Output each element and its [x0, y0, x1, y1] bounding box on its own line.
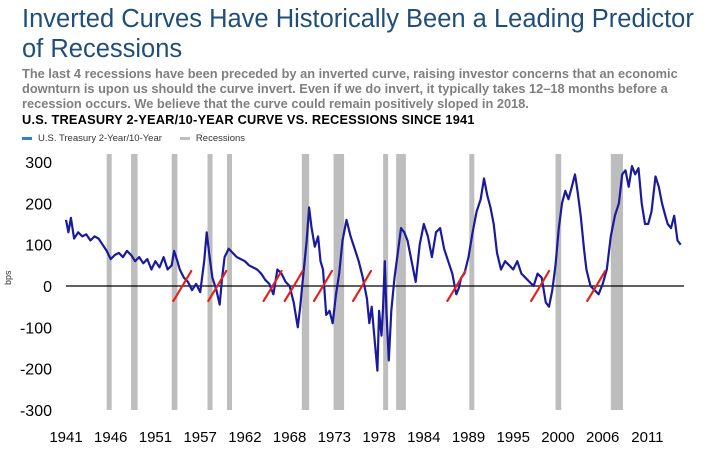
recession-bar-0 [106, 154, 112, 410]
x-tick-label: 1989 [452, 429, 485, 446]
x-tick-label: 2000 [541, 429, 574, 446]
yield-curve-chart: 300 200 100 0 -100 -200 -300 1941 1946 1951 1957 19… [3, 154, 684, 446]
inversion-marker-5 [351, 269, 373, 303]
x-tick-label: 1941 [49, 429, 82, 446]
x-tick-label: 2011 [631, 429, 663, 446]
inversion-marker-1 [207, 269, 228, 303]
recession-bar-5 [301, 154, 310, 410]
inversion-marker-8 [586, 269, 607, 303]
x-tick-label: 1957 [183, 429, 216, 446]
y-tick-label: -300 [20, 403, 52, 420]
recession-bar-3 [207, 154, 213, 410]
y-tick-label: 0 [43, 279, 52, 296]
chart-heading: U.S. TREASURY 2-YEAR/10-YEAR CURVE VS. R… [22, 112, 475, 127]
series-layer [64, 165, 682, 372]
legend-label-recessions: Recessions [195, 133, 246, 144]
inversion-marker-7 [529, 269, 551, 303]
x-tick-label: 1951 [139, 429, 172, 446]
x-tick-label: 1995 [497, 429, 530, 446]
inversion-marker-0 [172, 269, 193, 303]
legend-swatch-recessions [179, 137, 190, 140]
x-tick-label: 1968 [273, 429, 306, 446]
y-tick-label: -200 [20, 362, 52, 379]
x-tick-label: 2006 [586, 429, 619, 446]
page-title: Inverted Curves Have Historically Been a… [22, 5, 694, 63]
recession-bar-4 [227, 154, 233, 410]
inversion-marker-4 [312, 269, 334, 303]
x-tick-label: 1978 [362, 429, 395, 446]
y-axis-label: bps [3, 270, 13, 285]
page-subtitle: The last 4 recessions have been preceded… [22, 66, 678, 111]
chart-legend: U.S. Treasury 2-Year/10-Year Recessions [22, 133, 255, 144]
y-tick-label: 100 [25, 238, 52, 255]
inversion-markers [172, 269, 607, 303]
recession-bar-1 [131, 154, 138, 410]
x-tick-label: 1962 [228, 429, 261, 446]
recession-bar-2 [171, 154, 178, 410]
legend-item-series: U.S. Treasury 2-Year/10-Year [22, 133, 162, 144]
x-tick-label: 1973 [318, 429, 351, 446]
recession-bar-9 [469, 154, 475, 410]
inversion-marker-6 [446, 269, 467, 303]
inversion-marker-3 [283, 269, 304, 303]
tick-labels: 300 200 100 0 -100 -200 -300 1941 1946 1951 1957 19… [3, 155, 664, 446]
legend-item-recessions: Recessions [179, 133, 246, 144]
inversion-marker-2 [262, 269, 283, 303]
y-tick-label: 200 [25, 196, 52, 213]
y-tick-label: 300 [25, 155, 52, 172]
legend-swatch-series [22, 137, 32, 140]
recession-bar-10 [555, 154, 562, 410]
legend-label-series: U.S. Treasury 2-Year/10-Year [38, 133, 162, 144]
x-tick-label: 1984 [407, 429, 440, 446]
x-tick-label: 1946 [94, 429, 127, 446]
series-line-0 [64, 165, 682, 372]
recession-bar-8 [396, 154, 406, 410]
y-tick-label: -100 [20, 320, 52, 337]
